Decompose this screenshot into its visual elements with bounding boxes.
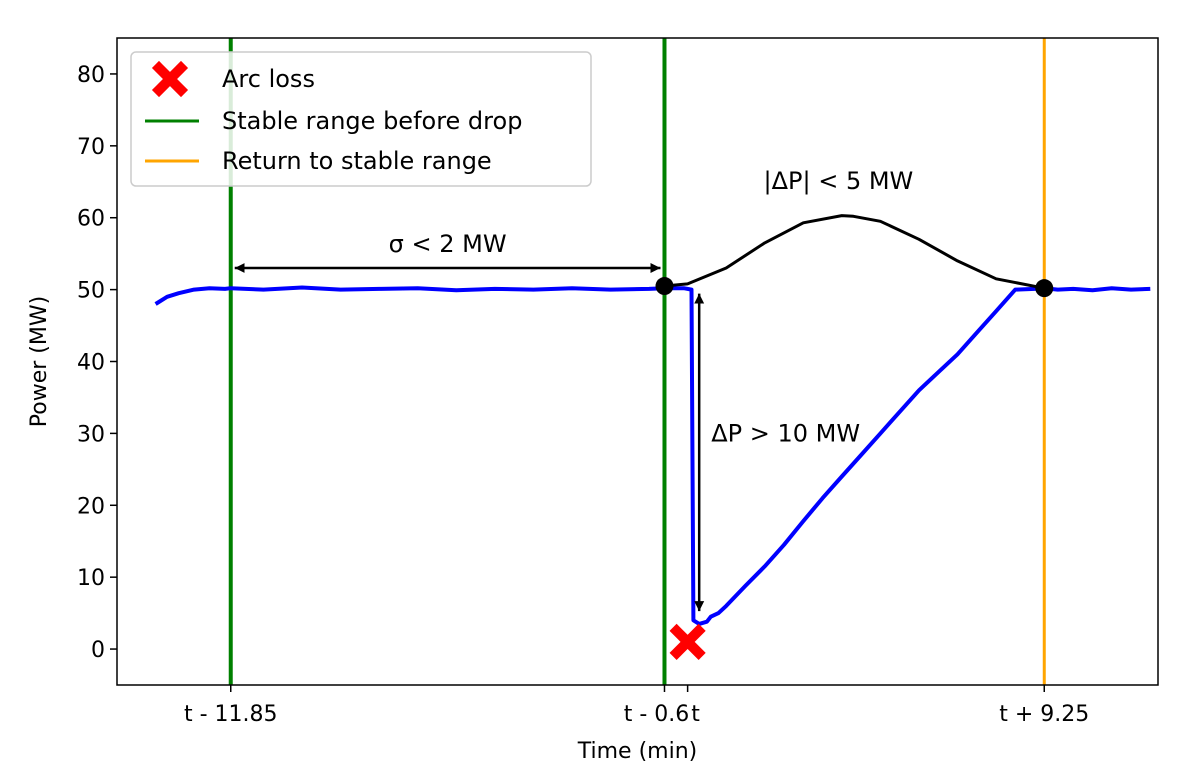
y-tick-label: 50: [77, 279, 105, 304]
y-tick-label: 10: [77, 566, 105, 591]
delta-p-annotation: ΔP > 10 MW: [711, 419, 860, 447]
y-tick-label: 40: [77, 351, 105, 376]
x-tick-label: t - 11.85: [184, 702, 278, 727]
plot-layer: σ < 2 MW ΔP > 10 MW |ΔP| < 5 MW: [154, 38, 1151, 685]
x-axis-title: Time (min): [577, 739, 698, 764]
x-tick-label: t + 9.25: [999, 702, 1089, 727]
y-axis-title: Power (MW): [27, 296, 52, 427]
abs-delta-p-annotation: |ΔP| < 5 MW: [764, 167, 914, 195]
power-series-line: [154, 285, 1151, 626]
axis-layer: 0 10 20 30 40 50 60 70 80 t - 11.85 t - 0.6 t t + 9.…: [27, 37, 1159, 764]
y-tick-label: 20: [77, 494, 105, 519]
tolerance-curve-line: [664, 214, 1045, 290]
legend-label: Stable range before drop: [222, 107, 522, 135]
arc-loss-marker-stroke-2: [669, 623, 706, 660]
y-tick-label: 30: [77, 422, 105, 447]
y-tick-label: 80: [77, 63, 105, 88]
legend-label: Arc loss: [222, 65, 315, 93]
legend-label: Return to stable range: [222, 147, 492, 175]
legend-marker-stroke-2: [151, 60, 189, 98]
y-tick-label: 60: [77, 207, 105, 232]
stable-point-dot-1: [655, 277, 674, 296]
arc-loss-marker: [669, 623, 706, 660]
x-tick-label: t: [691, 702, 700, 727]
legend-box: [130, 51, 592, 187]
y-tick-label: 70: [77, 135, 105, 160]
legend-arc-loss-marker: [151, 60, 189, 98]
legend: Arc loss Stable range before drop Return t…: [130, 51, 592, 187]
x-tick-label: t - 0.6: [624, 702, 690, 727]
y-tick-label: 0: [91, 638, 105, 663]
sigma-annotation: σ < 2 MW: [389, 230, 507, 258]
stable-point-dot-2: [1035, 279, 1054, 298]
